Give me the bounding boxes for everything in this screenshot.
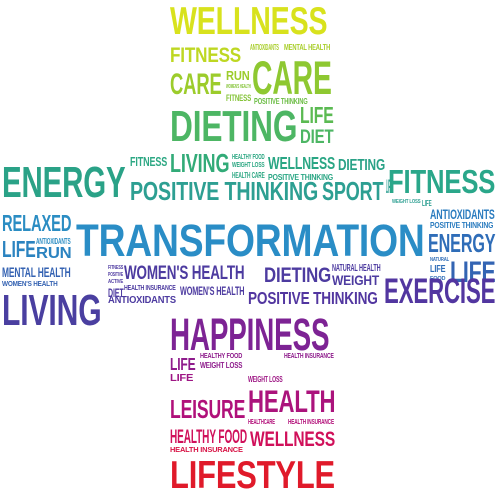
word-cloud-word: LIFE xyxy=(450,256,496,289)
word-cloud-word: HEALTHY FOOD xyxy=(200,353,243,360)
word-cloud-word: POSITIVE THINKING xyxy=(430,221,494,230)
word-cloud-word: LIFE xyxy=(170,373,194,384)
word-cloud-word: FOOD xyxy=(430,276,446,282)
word-cloud-word: POSITIVE THINKING xyxy=(130,178,319,206)
word-cloud-word: LIFE xyxy=(422,199,432,208)
word-cloud-word: POSITIVE THINKING xyxy=(268,173,334,182)
word-cloud-word: LIFE xyxy=(300,102,334,128)
word-cloud-word: DIET xyxy=(108,287,124,300)
word-cloud-word: ANTIOXIDANTS xyxy=(430,207,495,222)
word-cloud-word: LIVING xyxy=(170,150,230,178)
word-cloud-word: RUN xyxy=(36,245,72,262)
word-cloud-word: DIETING xyxy=(170,103,298,151)
word-cloud-word: WEIGHT xyxy=(332,273,380,288)
word-cloud-word: EXERCISE xyxy=(384,272,496,311)
word-cloud-word: HEALTHCARE xyxy=(248,419,275,426)
word-cloud-word: HEALTH CARE xyxy=(232,171,265,180)
word-cloud-word: ACTIVE xyxy=(108,279,124,285)
word-cloud-word: LIFE xyxy=(170,354,196,374)
word-cloud-word: FITNESS xyxy=(170,42,242,67)
word-cloud-word: HEALTH INSURANCE xyxy=(170,447,243,454)
word-cloud-word: ANTIOXIDANTS xyxy=(108,295,176,306)
word-cloud-word: POSITIVE xyxy=(108,272,124,278)
word-cloud-word: RUN xyxy=(226,68,250,83)
word-cloud-word: CARE xyxy=(252,51,332,104)
word-cloud-word: WELLNESS xyxy=(170,0,328,43)
word-cloud-word: FITNESS xyxy=(226,93,252,103)
word-cloud-word: NATURAL xyxy=(430,257,450,263)
word-cloud-word: TRANSFORMATION xyxy=(76,215,425,266)
word-cloud-word: LIFE xyxy=(386,176,392,198)
word-cloud-word: DIETING xyxy=(264,262,332,287)
word-cloud-word: ANTIOXIDANTS xyxy=(36,237,71,246)
word-cloud-word: LIFE xyxy=(2,236,36,262)
word-cloud-word: WELLNESS xyxy=(250,426,336,451)
word-cloud-word: WELLNESS xyxy=(268,153,336,173)
word-cloud-word: POSITIVE THINKING xyxy=(248,288,378,308)
word-cloud-word: DIETING xyxy=(338,157,386,174)
word-cloud-word: HEALTHY FOOD xyxy=(232,154,265,161)
word-cloud-word: NATURAL HEALTH xyxy=(332,263,381,274)
word-cloud-word: HEALTH INSURANCE xyxy=(288,419,334,426)
word-cloud-word: FITNESS xyxy=(388,164,496,201)
word-cloud-word: WOMEN'S HEALTH xyxy=(2,281,58,288)
word-cloud-word: FITNESS xyxy=(130,154,168,169)
word-cloud-word: RELAXED xyxy=(2,210,72,236)
word-cloud-word: SPORT xyxy=(322,178,384,206)
word-cloud-word: MENTAL HEALTH xyxy=(2,265,71,280)
word-cloud-word: WEIGHT LOSS xyxy=(200,361,243,370)
word-cloud-word: ENERGY xyxy=(428,230,496,258)
word-cloud-word: DIET xyxy=(300,126,334,148)
word-cloud-word: WEIGHT LOSS xyxy=(232,162,265,169)
word-cloud-word: HEALTH xyxy=(248,384,336,419)
word-cloud-word: WOMEN'S HEALTH xyxy=(226,84,251,90)
word-cloud-word: HAPPINESS xyxy=(170,309,330,360)
word-cloud-word: MENTAL HEALTH xyxy=(284,43,331,52)
word-cloud-word: ENERGY xyxy=(2,159,126,207)
word-cloud-word: HEALTHY FOOD xyxy=(170,426,247,448)
word-cloud-word: LIVING xyxy=(2,287,102,335)
word-cloud-word: WEIGHT LOSS xyxy=(392,199,421,205)
word-cloud-word: POSITIVE THINKING xyxy=(254,97,308,106)
word-cloud-word: LIFESTYLE xyxy=(170,454,335,497)
word-cloud-word: HEALTH INSURANCE xyxy=(124,285,176,292)
word-cloud-word: ANTIOXIDANTS xyxy=(250,43,279,52)
word-cloud-word: WOMEN'S HEALTH xyxy=(180,285,245,298)
word-cloud-word: FITNESS xyxy=(108,265,124,271)
word-cloud-word: LIFE xyxy=(430,264,446,275)
word-cloud-word: LEISURE xyxy=(170,396,246,424)
word-cloud-word: CARE xyxy=(170,68,222,101)
word-cloud-word: WOMEN'S HEALTH xyxy=(124,262,245,284)
word-cloud-word: WEIGHT LOSS xyxy=(248,375,283,384)
word-cloud-word: HEALTH INSURANCE xyxy=(284,353,334,360)
